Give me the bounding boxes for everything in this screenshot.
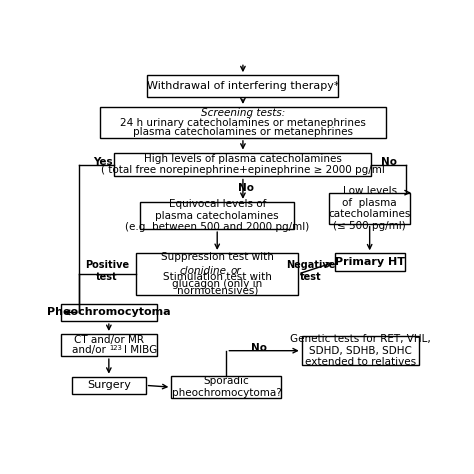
FancyBboxPatch shape xyxy=(61,304,156,321)
Text: glucagon (only in: glucagon (only in xyxy=(172,279,262,289)
FancyBboxPatch shape xyxy=(301,336,419,365)
Text: or: or xyxy=(230,265,241,276)
FancyBboxPatch shape xyxy=(140,202,294,229)
FancyBboxPatch shape xyxy=(100,107,386,138)
Text: and/or: and/or xyxy=(72,345,109,355)
Text: clonidine: clonidine xyxy=(179,265,226,276)
Text: Withdrawal of interfering therapy*: Withdrawal of interfering therapy* xyxy=(146,81,339,91)
Text: Low levels
of  plasma
catecholamines
(≤ 500 pg/ml): Low levels of plasma catecholamines (≤ 5… xyxy=(328,186,411,231)
Text: Equivocal levels of
plasma catecholamines
(e.g. between 500 and 2000 pg/ml): Equivocal levels of plasma catecholamine… xyxy=(125,199,310,232)
FancyBboxPatch shape xyxy=(61,334,156,356)
Text: Screening tests:: Screening tests: xyxy=(201,108,285,118)
Text: 24 h urinary catecholamines or metanephrines: 24 h urinary catecholamines or metanephr… xyxy=(120,118,366,128)
Text: No: No xyxy=(238,183,254,193)
Text: plasma catecholamines or metanephrines: plasma catecholamines or metanephrines xyxy=(133,127,353,137)
FancyBboxPatch shape xyxy=(171,376,282,398)
Text: Positive
test: Positive test xyxy=(85,260,129,282)
FancyBboxPatch shape xyxy=(329,193,410,224)
Text: normotensives): normotensives) xyxy=(176,286,258,296)
Text: 123: 123 xyxy=(109,345,122,351)
Text: Yes: Yes xyxy=(93,156,113,167)
Text: Negative
test: Negative test xyxy=(286,260,336,282)
Text: Primary HT: Primary HT xyxy=(335,257,405,267)
FancyBboxPatch shape xyxy=(137,253,298,295)
FancyBboxPatch shape xyxy=(147,75,338,97)
FancyBboxPatch shape xyxy=(335,253,405,271)
Text: Suppression test with: Suppression test with xyxy=(161,252,273,262)
Text: Pheochromocytoma: Pheochromocytoma xyxy=(47,307,171,318)
Text: Stimulation test with: Stimulation test with xyxy=(163,273,272,283)
Text: No: No xyxy=(381,156,397,167)
Text: CT and/or MR: CT and/or MR xyxy=(74,336,144,346)
FancyBboxPatch shape xyxy=(72,377,146,394)
Text: No: No xyxy=(251,343,267,353)
Text: Genetic tests for RET, VHL,
SDHD, SDHB, SDHC
extended to relatives: Genetic tests for RET, VHL, SDHD, SDHB, … xyxy=(290,334,431,367)
Text: I MIBG: I MIBG xyxy=(124,345,157,355)
FancyBboxPatch shape xyxy=(114,153,372,176)
Text: High levels of plasma catecholamines
( total free norepinephrine+epinephrine ≥ 2: High levels of plasma catecholamines ( t… xyxy=(101,154,385,175)
Text: Surgery: Surgery xyxy=(87,380,131,391)
Text: Sporadic
pheochromocytoma?: Sporadic pheochromocytoma? xyxy=(172,376,281,398)
